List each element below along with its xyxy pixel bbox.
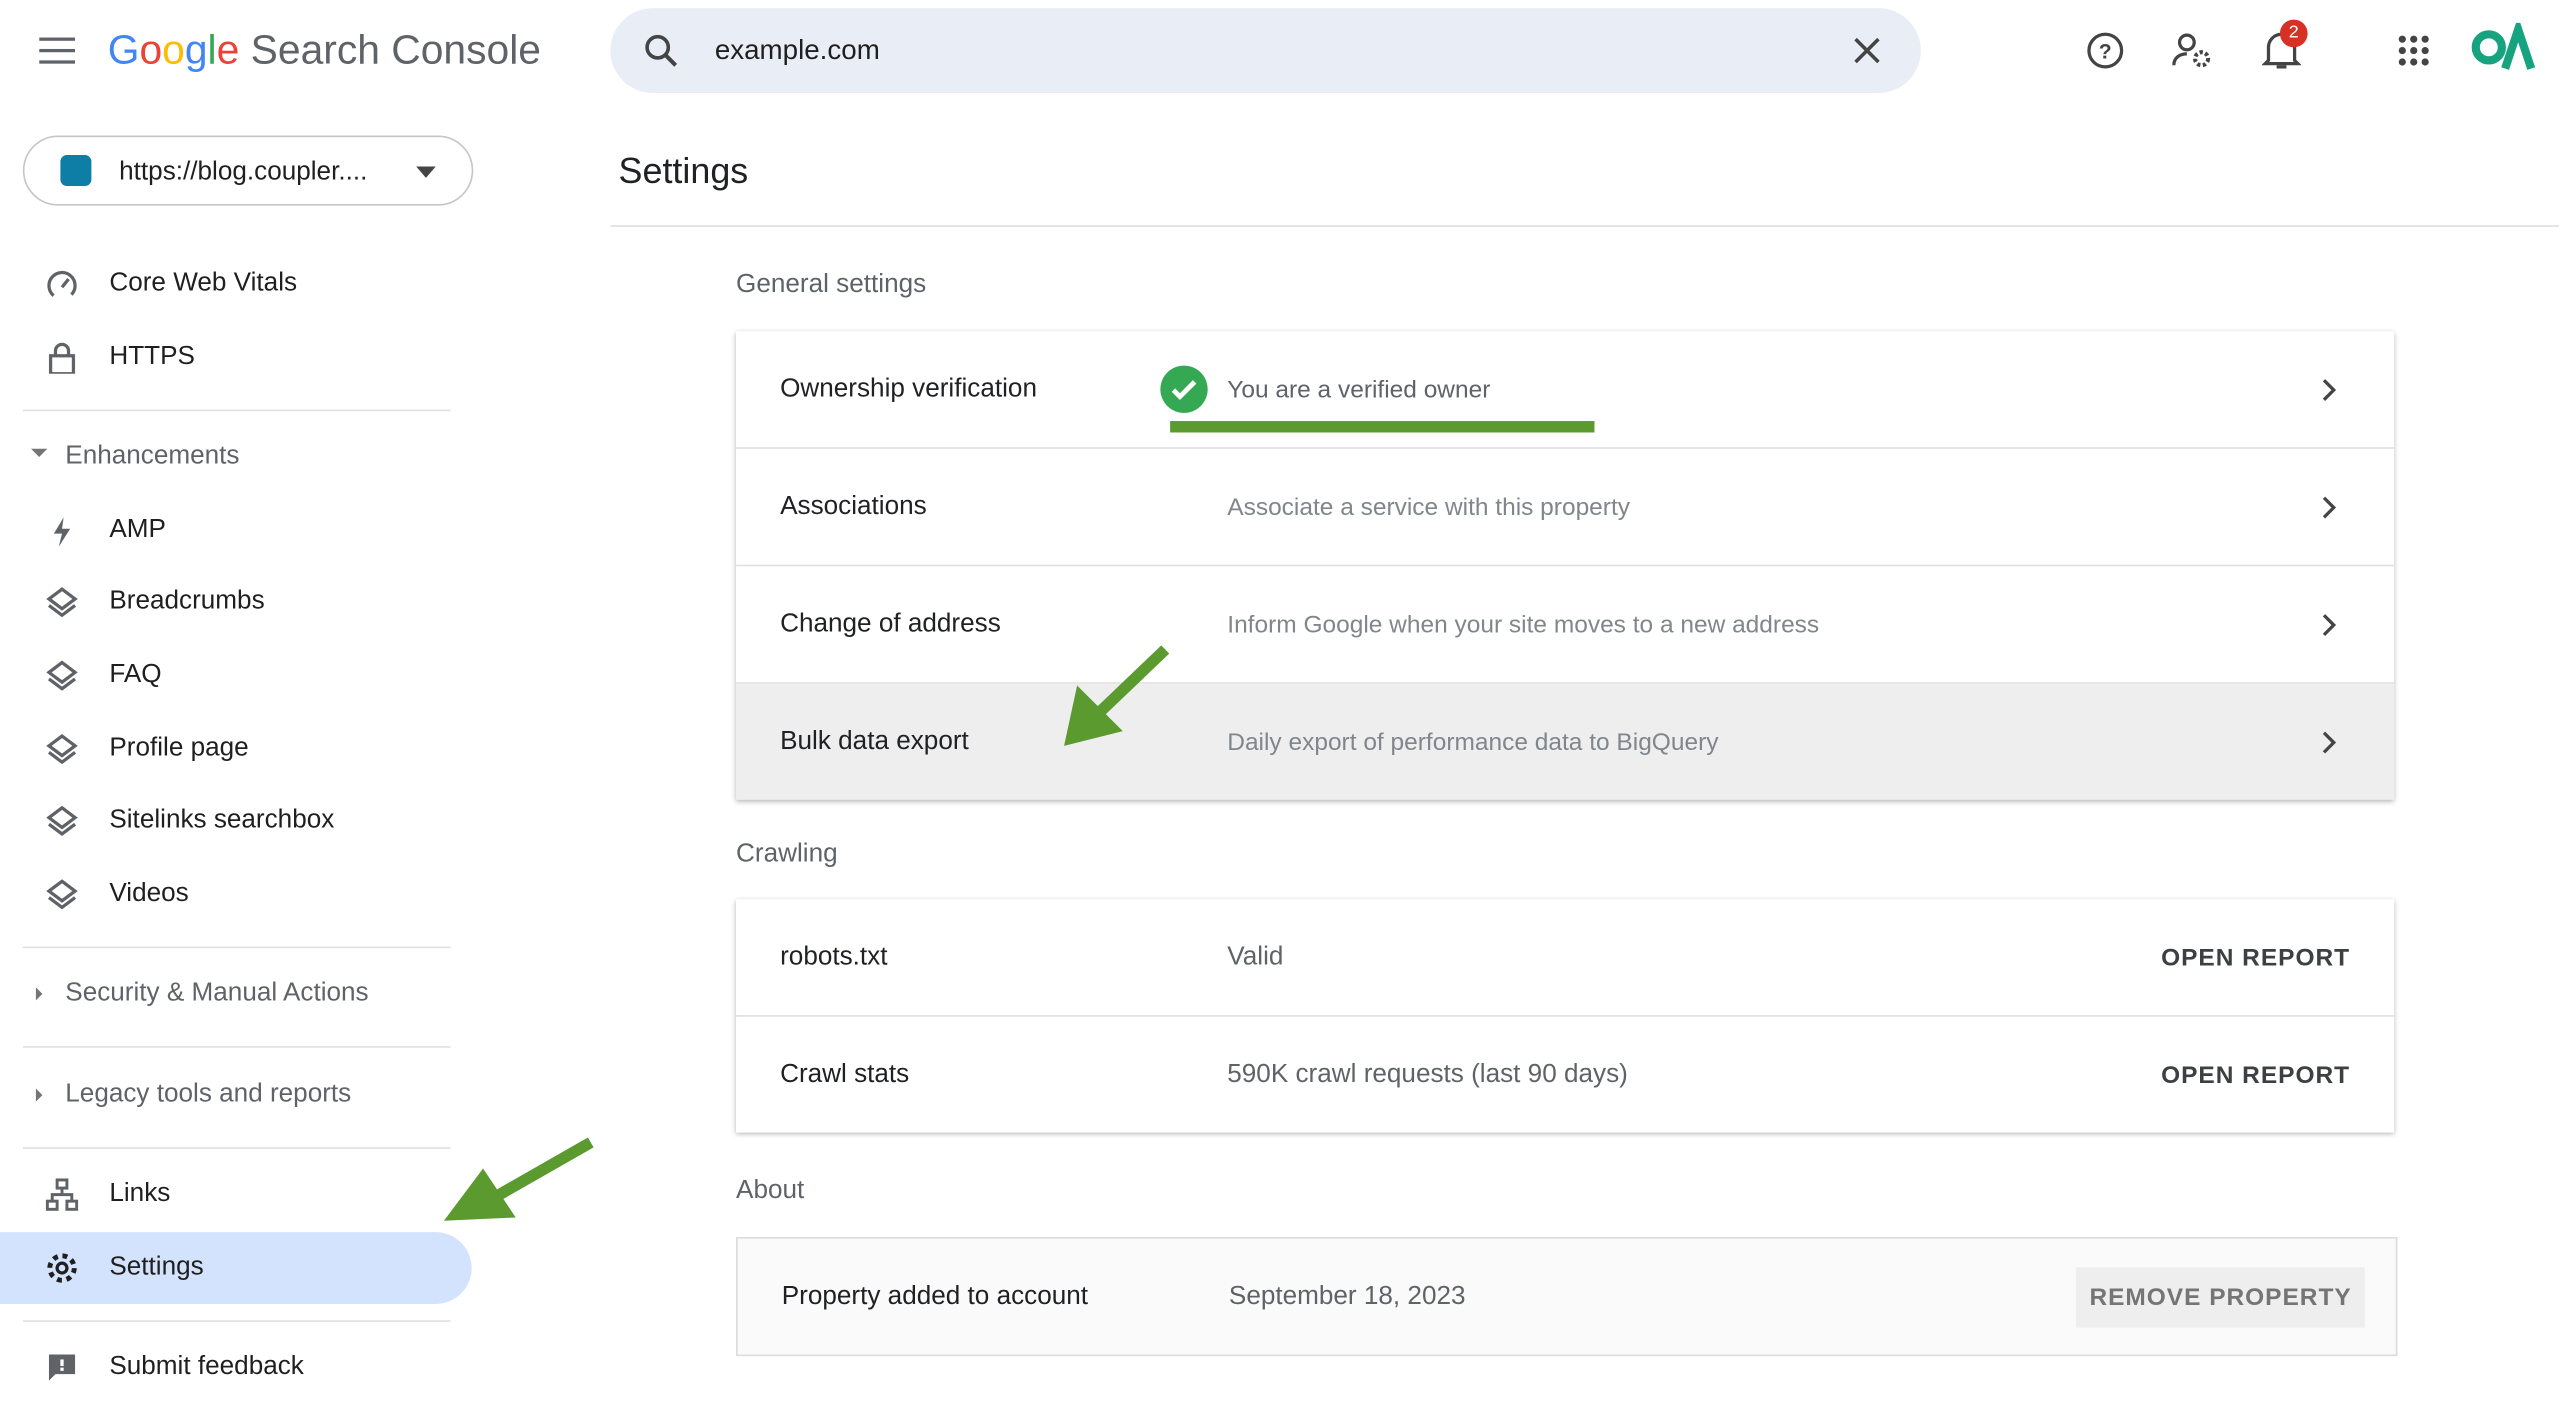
notification-badge: 2 xyxy=(2279,19,2308,48)
sidebar-divider xyxy=(22,1147,451,1149)
row-label: robots.txt xyxy=(780,942,888,971)
section-title: About xyxy=(736,1176,805,1205)
sidebar-group[interactable]: Legacy tools and reports xyxy=(65,1080,352,1109)
sidebar-icon xyxy=(47,1253,77,1283)
sidebar-item[interactable]: HTTPS xyxy=(109,342,195,371)
account-settings-icon[interactable] xyxy=(2172,31,2214,70)
annotation-arrow xyxy=(443,1137,594,1221)
chevron-icon xyxy=(2322,496,2337,519)
sidebar-group[interactable]: Enhancements xyxy=(65,442,240,471)
annotation-arrow xyxy=(1064,645,1170,746)
row-label: Property added to account xyxy=(781,1281,1089,1310)
verified-check xyxy=(1160,365,1208,413)
sidebar-icon xyxy=(46,879,78,910)
chevron-icon xyxy=(2322,379,2337,401)
property-selector[interactable]: https://blog.coupler.... xyxy=(22,135,474,206)
settings-row[interactable]: robots.txt Valid OPEN REPORT xyxy=(736,899,2395,1017)
row-value: Daily export of performance data to BigQ… xyxy=(1227,727,1719,756)
row-label: Bulk data export xyxy=(780,727,969,755)
sidebar-icon xyxy=(46,805,78,836)
settings-row[interactable]: Change of address Inform Google when your… xyxy=(736,566,2395,684)
sidebar-item[interactable]: Videos xyxy=(109,879,189,908)
row-action[interactable]: OPEN REPORT xyxy=(2161,943,2351,972)
chevron-icon xyxy=(2322,731,2337,754)
logo-brand: Google xyxy=(107,27,240,74)
sidebar-divider xyxy=(22,409,451,412)
clear-button[interactable] xyxy=(1854,37,1880,64)
logo-product: Search Console xyxy=(250,27,541,74)
settings-card: Property added to account September 18, 2… xyxy=(736,1237,2398,1357)
row-label: Change of address xyxy=(780,609,1001,638)
search-icon xyxy=(645,34,678,67)
sidebar-item[interactable]: Sitelinks searchbox xyxy=(109,806,335,834)
chevron-icon xyxy=(2322,614,2337,637)
row-value: Associate a service with this property xyxy=(1227,492,1631,521)
search-bar[interactable]: example.com xyxy=(610,8,1921,94)
sidebar-divider xyxy=(22,946,451,949)
row-action[interactable]: REMOVE PROPERTY xyxy=(2076,1266,2365,1327)
row-label: Crawl stats xyxy=(780,1059,910,1088)
row-chevron[interactable] xyxy=(2321,379,2337,410)
sidebar-icon xyxy=(53,517,71,547)
page-title: Settings xyxy=(618,150,749,191)
logo[interactable]: Google Search Console xyxy=(108,28,541,75)
row-value: Inform Google when your site moves to a … xyxy=(1227,610,1820,639)
section-title: General settings xyxy=(736,270,927,299)
sidebar-item[interactable]: Settings xyxy=(109,1253,204,1282)
settings-row[interactable]: Ownership verification You are a verified… xyxy=(736,331,2395,449)
menu-button[interactable] xyxy=(39,36,76,65)
row-value: September 18, 2023 xyxy=(1228,1281,1466,1310)
sidebar-icon xyxy=(46,733,78,765)
sidebar-icon xyxy=(48,1354,76,1381)
row-chevron[interactable] xyxy=(2321,731,2337,762)
row-action[interactable]: OPEN REPORT xyxy=(2161,1060,2351,1089)
sidebar-item[interactable]: Profile page xyxy=(109,734,249,763)
svg-text:?: ? xyxy=(2099,41,2112,64)
sidebar-group[interactable]: Security & Manual Actions xyxy=(65,979,369,1007)
settings-row[interactable]: Bulk data export Daily export of performa… xyxy=(736,683,2395,800)
sidebar-item[interactable]: AMP xyxy=(109,515,166,544)
row-value: You are a verified owner xyxy=(1227,375,1491,404)
row-chevron[interactable] xyxy=(2321,614,2337,645)
row-label: Ownership verification xyxy=(780,374,1037,403)
sidebar-item[interactable]: Breadcrumbs xyxy=(109,587,265,616)
settings-row[interactable]: Crawl stats 590K crawl requests (last 90 … xyxy=(736,1017,2394,1133)
row-value: 590K crawl requests (last 90 days) xyxy=(1227,1059,1628,1088)
property-favicon xyxy=(60,155,92,187)
settings-row: Property added to account September 18, 2… xyxy=(738,1239,2396,1355)
row-label: Associations xyxy=(780,492,927,520)
sidebar-icon xyxy=(46,587,78,618)
sidebar-item[interactable]: Links xyxy=(109,1179,171,1208)
sidebar-icon xyxy=(45,1178,79,1211)
row-chevron[interactable] xyxy=(2321,496,2337,527)
property-url: https://blog.coupler.... xyxy=(119,158,368,187)
help-icon[interactable]: ? xyxy=(2086,31,2125,70)
account-avatar[interactable] xyxy=(2471,22,2536,75)
check-mark xyxy=(1171,380,1197,401)
row-value: Valid xyxy=(1227,942,1284,971)
sidebar-icon xyxy=(47,270,77,301)
title-divider xyxy=(610,225,2559,227)
settings-row[interactable]: Associations Associate a service with thi… xyxy=(736,449,2395,567)
expand-arrow[interactable] xyxy=(31,448,48,457)
active-highlight xyxy=(0,1232,472,1304)
settings-card: Ownership verification You are a verified… xyxy=(736,331,2395,800)
sidebar-divider xyxy=(22,1320,451,1322)
expand-arrow[interactable] xyxy=(35,987,43,1001)
dropdown-arrow xyxy=(416,166,436,178)
sidebar-icon xyxy=(48,342,76,374)
annotation-underline xyxy=(1170,421,1595,433)
settings-card: robots.txt Valid OPEN REPORT Crawl stats 590… xyxy=(736,899,2395,1133)
apps-icon[interactable] xyxy=(2397,34,2430,67)
sidebar-item[interactable]: Core Web Vitals xyxy=(109,269,298,298)
search-input[interactable]: example.com xyxy=(714,34,880,66)
sidebar-item[interactable]: FAQ xyxy=(109,660,162,689)
sidebar-item[interactable]: Submit feedback xyxy=(109,1352,304,1381)
section-title: Crawling xyxy=(736,840,838,869)
expand-arrow[interactable] xyxy=(35,1088,43,1102)
sidebar-divider xyxy=(22,1046,451,1048)
sidebar-icon xyxy=(46,660,78,691)
